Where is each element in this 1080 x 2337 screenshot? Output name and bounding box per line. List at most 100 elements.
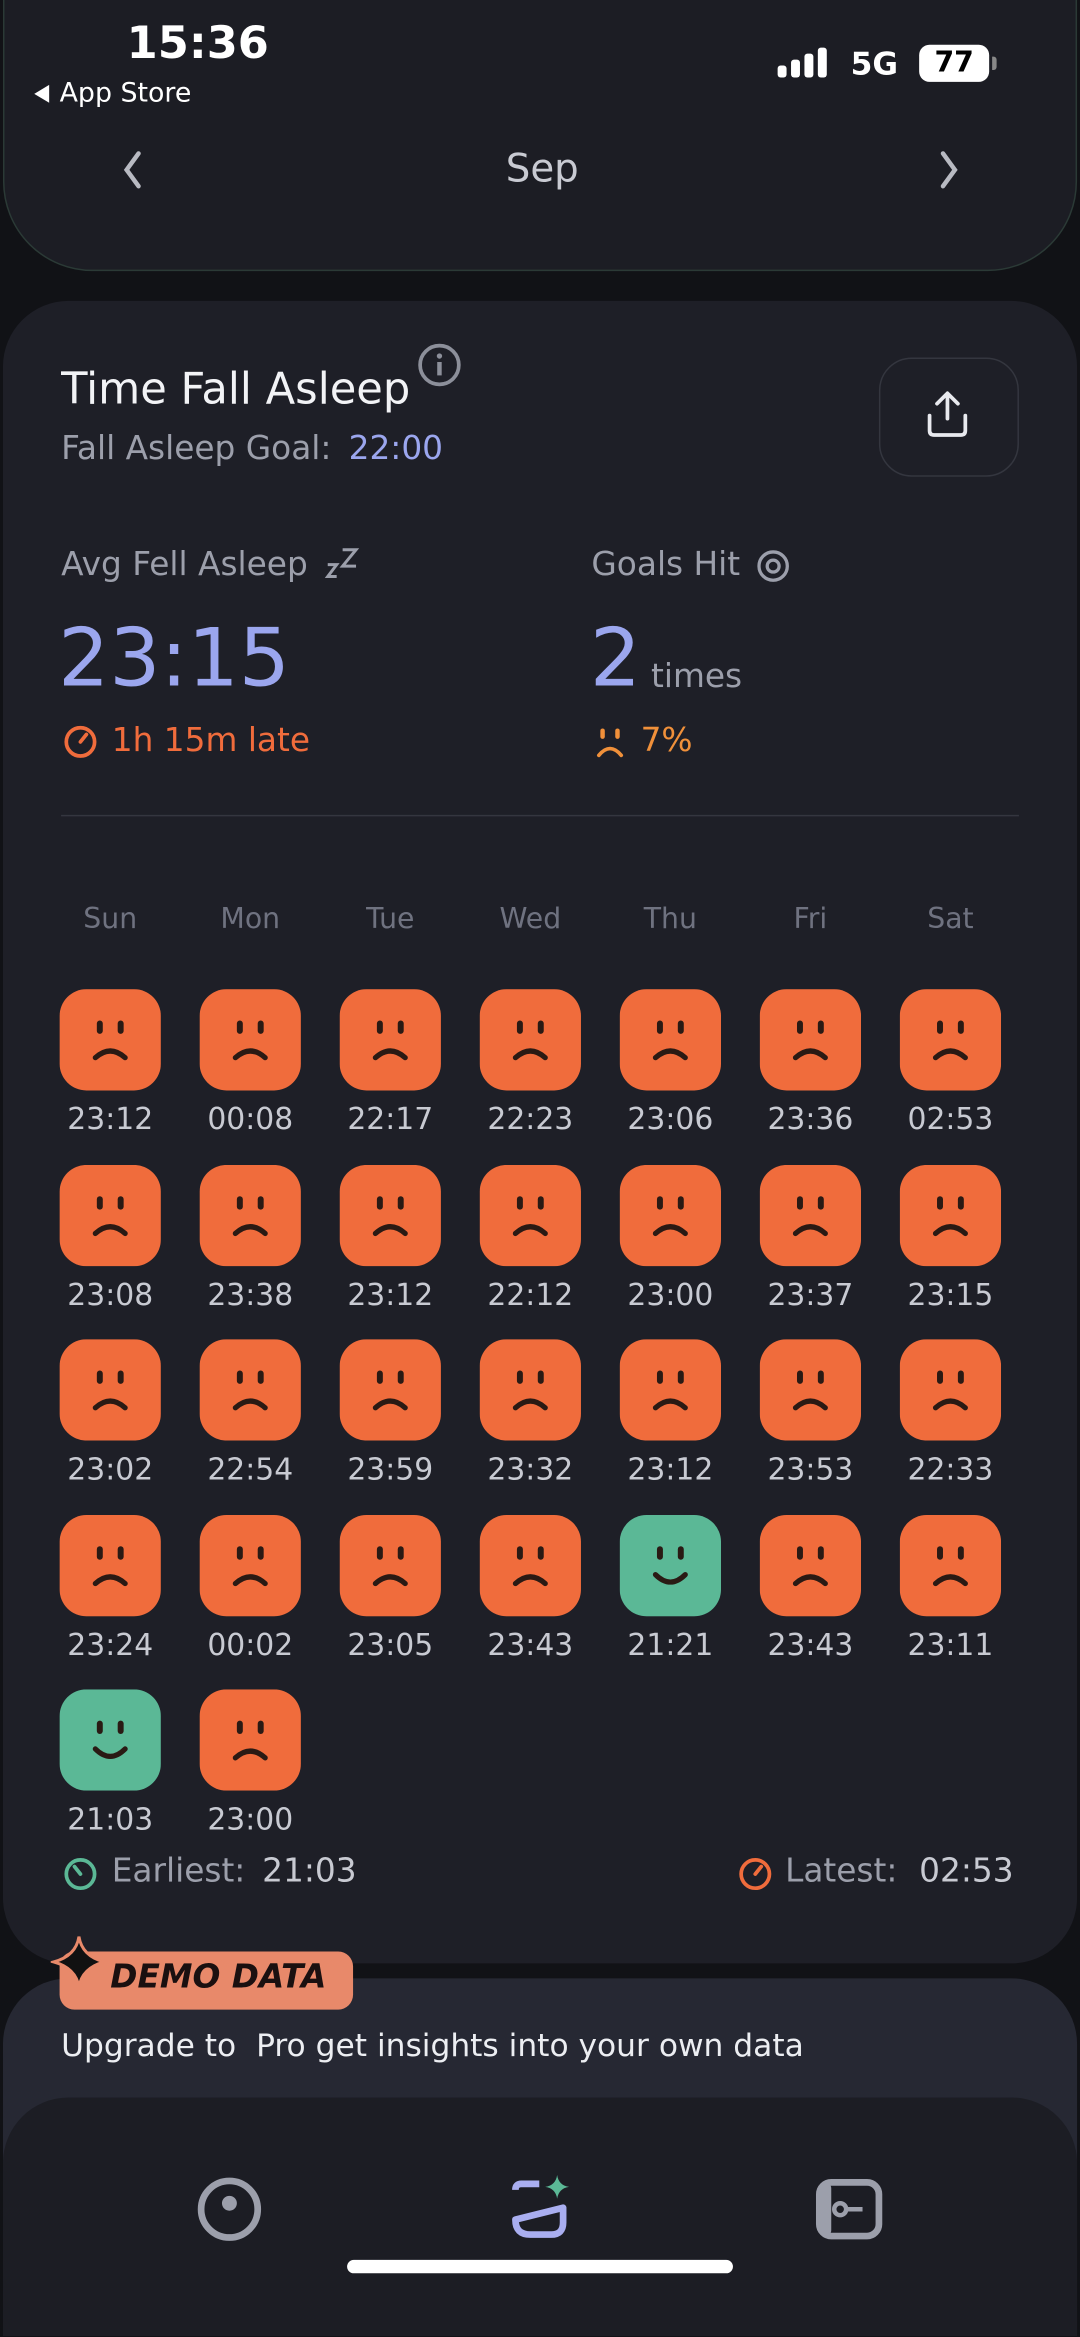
- goals-label: Goals Hit: [591, 546, 741, 584]
- share-icon: [927, 391, 968, 437]
- day-time: 23:02: [67, 1450, 154, 1487]
- sad-face-tile: [479, 989, 581, 1091]
- day-time: 22:23: [487, 1100, 574, 1137]
- network-label: 5G: [850, 46, 899, 82]
- weekday-label: Fri: [793, 902, 828, 936]
- sad-face-tile: [759, 989, 862, 1091]
- promo-text[interactable]: Upgrade to Pro get insights into your ow…: [61, 2027, 804, 2064]
- day-time: 02:53: [907, 1100, 994, 1137]
- latest-time: 02:53: [919, 1853, 1014, 1891]
- sad-face-tile: [59, 1339, 161, 1441]
- divider: [61, 814, 1019, 817]
- avg-time: 23:15: [58, 610, 290, 705]
- day-time: 23:12: [347, 1275, 434, 1312]
- sad-face-tile: [899, 1514, 1002, 1616]
- month-card: [2, 0, 1078, 272]
- tab-insights[interactable]: [504, 2172, 578, 2246]
- sad-face-tile: [899, 1339, 1002, 1441]
- day-time: 23:00: [627, 1275, 714, 1312]
- goal-time: 22:00: [348, 430, 444, 468]
- share-button[interactable]: [878, 357, 1019, 477]
- day-time: 23:32: [487, 1450, 574, 1487]
- day-time: 23:24: [67, 1626, 154, 1662]
- happy-face-tile: [619, 1514, 722, 1616]
- sad-face-tile: [199, 989, 301, 1091]
- day-time: 23:53: [767, 1450, 854, 1487]
- day-time: 00:02: [207, 1626, 294, 1662]
- sad-face-tile: [619, 1164, 722, 1266]
- sad-face-tile: [759, 1164, 862, 1266]
- day-time: 23:36: [767, 1100, 854, 1137]
- info-icon[interactable]: [416, 341, 464, 389]
- sad-face-tile: [899, 989, 1002, 1091]
- day-time: 00:08: [207, 1100, 294, 1137]
- demo-badge: [59, 1951, 354, 2010]
- weekday-label: Sat: [927, 902, 974, 936]
- battery-level: 77: [934, 46, 974, 79]
- latest-icon: [739, 1858, 772, 1891]
- sad-face-tile: [619, 1339, 722, 1441]
- sad-face-tile: [199, 1164, 301, 1266]
- avg-label: Avg Fell Asleep: [61, 546, 308, 584]
- sad-face-tile: [479, 1339, 581, 1441]
- tab-dashboard[interactable]: [195, 2175, 264, 2244]
- target-icon: [757, 550, 789, 582]
- goals-percent: 7%: [640, 722, 693, 760]
- day-time: 22:17: [347, 1100, 434, 1137]
- main-card: [2, 300, 1078, 1964]
- signal-icon: [777, 47, 827, 78]
- sad-face-tile: [619, 989, 722, 1091]
- weekday-label: Sun: [83, 902, 138, 936]
- sad-face-tile: [199, 1514, 301, 1616]
- sad-face-tile: [759, 1514, 862, 1616]
- earliest-time: 21:03: [262, 1853, 357, 1891]
- day-time: 22:12: [487, 1275, 574, 1312]
- back-arrow: [34, 84, 50, 103]
- day-time: 23:59: [347, 1450, 434, 1487]
- day-time: 23:08: [67, 1275, 154, 1312]
- month-label: Sep: [505, 147, 579, 193]
- sad-face-tile: [339, 1514, 441, 1616]
- weekday-label: Tue: [366, 902, 415, 936]
- late-text: 1h 15m late: [111, 722, 311, 760]
- back-label[interactable]: App Store: [59, 77, 192, 109]
- day-time: 23:11: [907, 1626, 994, 1662]
- home-indicator: [347, 2259, 733, 2274]
- next-month-button[interactable]: [936, 149, 963, 191]
- late-icon: [64, 725, 97, 758]
- sad-face-tile: [899, 1164, 1002, 1266]
- sad-face-tile: [339, 1164, 441, 1266]
- sad-face-tile: [199, 1689, 301, 1791]
- day-time: 23:43: [767, 1626, 854, 1662]
- battery: [919, 44, 990, 82]
- demo-star-icon: [50, 1936, 108, 1988]
- sleep-icon: [324, 548, 360, 579]
- happy-face-tile: [59, 1689, 161, 1791]
- day-time: 21:21: [627, 1626, 714, 1662]
- weekday-label: Wed: [499, 902, 562, 936]
- day-time: 23:06: [627, 1100, 714, 1137]
- battery-tip: [992, 56, 997, 71]
- goal-label: Fall Asleep Goal:: [61, 430, 332, 468]
- earliest-label: Earliest:: [111, 1853, 246, 1891]
- sad-face-tile: [59, 989, 161, 1091]
- day-time: 23:12: [627, 1450, 714, 1487]
- calendar-grid: Sun Mon Tue Wed Thu Fri Sat 23:12 00:08 22:17 22:2…: [59, 902, 1002, 1837]
- goals-unit: times: [650, 658, 743, 696]
- latest-label: Latest:: [785, 1853, 898, 1891]
- weekday-label: Thu: [643, 902, 697, 936]
- day-time: 23:15: [907, 1275, 994, 1312]
- goals-count: 2: [589, 610, 642, 705]
- status-time: 15:36: [126, 17, 269, 71]
- day-time: 23:05: [347, 1626, 434, 1662]
- prev-month-button[interactable]: [119, 149, 146, 191]
- sad-face-tile: [479, 1514, 581, 1616]
- tab-settings[interactable]: [815, 2178, 884, 2241]
- day-time: 22:54: [207, 1450, 294, 1487]
- day-time: 23:12: [67, 1100, 154, 1137]
- sad-face-tile: [339, 989, 441, 1091]
- sad-face-tile: [339, 1339, 441, 1441]
- sad-face-tile: [59, 1164, 161, 1266]
- day-time: 23:37: [767, 1275, 854, 1312]
